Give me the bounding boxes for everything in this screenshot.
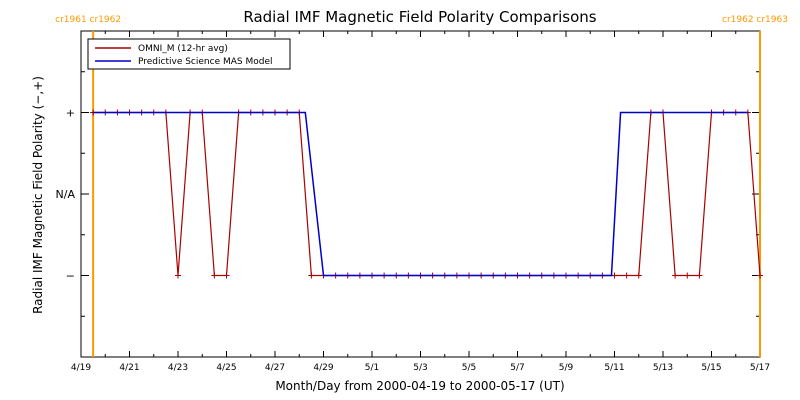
carrington-label: cr1962 cr1963: [722, 15, 788, 25]
data-point: [635, 272, 642, 279]
y-tick-label: −: [66, 270, 75, 283]
y-axis: + N/A −: [56, 30, 760, 358]
plot-frame: [80, 30, 761, 358]
x-tick-label: 5/9: [559, 363, 574, 373]
y-tick-label: N/A: [56, 188, 76, 201]
x-tick-label: 5/3: [413, 363, 427, 373]
x-tick-label: 5/1: [365, 363, 379, 373]
x-tick-label: 5/5: [462, 363, 476, 373]
x-tick-label: 5/11: [604, 363, 624, 373]
y-axis-label: Radial IMF Magnetic Field Polarity (−,+): [31, 76, 45, 314]
legend-label-mas: Predictive Science MAS Model: [138, 57, 273, 67]
legend-label-omni: OMNI_M (12-hr avg): [138, 44, 228, 54]
data-point: [223, 272, 230, 279]
x-axis-label: Month/Day from 2000-04-19 to 2000-05-17 …: [275, 379, 564, 393]
series-line-mas: [93, 111, 748, 277]
legend: OMNI_M (12-hr avg) Predictive Science MA…: [87, 38, 291, 70]
data-point: [696, 272, 703, 279]
x-tick-label: 4/21: [119, 363, 139, 373]
x-axis: 4/19 4/21 4/23 4/25 4/27 4/29 5/1 5/3 5/5 5/7 5/9 5…: [71, 31, 770, 373]
data-point: [672, 272, 679, 279]
data-point: [757, 272, 763, 279]
data-point: [623, 272, 630, 279]
x-tick-label: 5/15: [701, 363, 721, 373]
x-tick-label: 4/25: [216, 363, 236, 373]
x-tick-label: 5/13: [653, 363, 673, 373]
data-point: [211, 272, 218, 279]
y-tick-label: +: [66, 107, 75, 120]
x-tick-label: 4/23: [168, 363, 188, 373]
x-tick-label: 5/7: [510, 363, 524, 373]
x-tick-label: 5/17: [750, 363, 770, 373]
data-point: [611, 272, 618, 279]
carrington-label: cr1961 cr1962: [55, 15, 121, 25]
data-point: [308, 272, 315, 279]
carrington-labels: cr1961 cr1962 cr1962 cr1963: [55, 15, 788, 25]
chart-title: Radial IMF Magnetic Field Polarity Compa…: [243, 8, 596, 26]
data-point: [684, 272, 691, 279]
legend-box: [87, 38, 291, 70]
data-point: [175, 272, 181, 279]
x-tick-label: 4/29: [313, 363, 333, 373]
x-tick-label: 4/27: [265, 363, 285, 373]
series-line-omni: [93, 111, 761, 277]
series-group: [90, 109, 763, 279]
x-tick-label: 4/19: [71, 363, 91, 373]
carrington-rotation-lines: [92, 31, 761, 357]
